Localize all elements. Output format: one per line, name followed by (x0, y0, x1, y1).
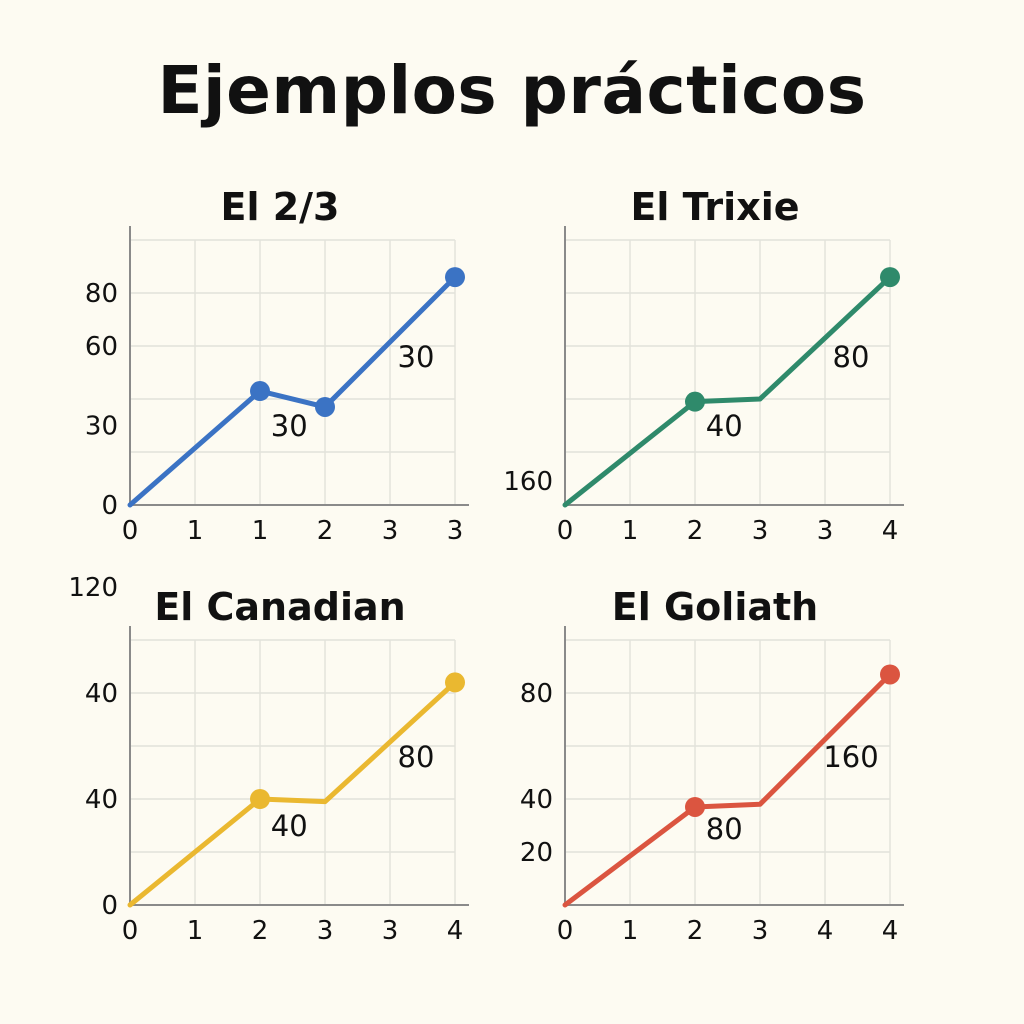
data-label: 30 (271, 409, 308, 443)
data-label: 80 (833, 340, 870, 374)
y-tick-label: 80 (520, 679, 553, 709)
x-tick-label: 0 (557, 516, 574, 546)
data-point (685, 391, 705, 412)
page-title: Ejemplos prácticos (157, 52, 867, 129)
series-line (127, 274, 458, 508)
chart-panel-trixie: El Trixie 0 1 2 3 3 4 40 80 (505, 185, 925, 565)
data-label: 30 (398, 340, 435, 374)
data-point (250, 381, 270, 402)
data-point (250, 789, 270, 809)
data-label: 160 (823, 740, 878, 774)
x-tick-label: 1 (187, 916, 204, 946)
data-label: 80 (398, 740, 435, 774)
data-point (445, 672, 465, 693)
chart-panel-goliath: El Goliath 0 1 2 3 4 4 20 40 80 160 80 160 (503, 467, 925, 965)
y-tick-label: 80 (85, 279, 118, 309)
data-point (880, 664, 900, 685)
x-tick-label: 3 (752, 916, 769, 946)
x-tick-label: 3 (752, 516, 769, 546)
x-tick-label: 3 (382, 516, 399, 546)
data-label: 40 (271, 809, 308, 843)
y-tick-label: 60 (85, 332, 118, 362)
chart-panel-canadian: El Canadian 0 1 2 3 3 4 0 40 40 120 40 80 (68, 573, 490, 965)
x-tick-label: 3 (817, 516, 834, 546)
data-point (315, 396, 335, 417)
data-label: 80 (706, 812, 743, 846)
data-point (880, 267, 900, 288)
series-line (127, 679, 458, 908)
x-tick-label: 4 (447, 916, 464, 946)
y-tick-label: 120 (68, 573, 118, 603)
x-tick-label: 3 (317, 916, 334, 946)
series-line (562, 274, 893, 508)
chart-title: El Trixie (630, 185, 800, 229)
y-tick-label: 40 (520, 785, 553, 815)
y-tick-label: 20 (520, 838, 553, 868)
data-point (685, 796, 705, 817)
y-tick-label: 0 (101, 491, 118, 521)
chart-title: El 2/3 (220, 185, 340, 229)
x-tick-label: 0 (122, 516, 139, 546)
y-tick-label: 40 (85, 785, 118, 815)
y-tick-label: 40 (85, 679, 118, 709)
x-tick-label: 1 (187, 516, 204, 546)
x-tick-label: 1 (622, 516, 639, 546)
x-tick-label: 3 (382, 916, 399, 946)
x-tick-label: 4 (882, 516, 899, 546)
data-point (445, 267, 465, 288)
chart-title: El Goliath (611, 585, 819, 629)
x-tick-label: 0 (122, 916, 139, 946)
chart-panel-2-3: El 2/3 0 1 1 2 3 3 0 30 60 80 30 30 (70, 185, 490, 565)
chart-title: El Canadian (154, 585, 406, 629)
y-tick-label: 30 (85, 412, 118, 442)
x-tick-label: 2 (687, 516, 704, 546)
x-tick-label: 2 (687, 916, 704, 946)
x-tick-label: 1 (622, 916, 639, 946)
data-label: 40 (706, 409, 743, 443)
x-tick-label: 0 (557, 916, 574, 946)
x-tick-label: 4 (882, 916, 899, 946)
y-tick-label: 0 (101, 891, 118, 921)
series-line (562, 671, 893, 908)
x-tick-label: 2 (317, 516, 334, 546)
y-tick-label: 160 (503, 467, 553, 497)
x-tick-label: 1 (252, 516, 269, 546)
x-tick-label: 2 (252, 916, 269, 946)
x-tick-label: 4 (817, 916, 834, 946)
x-tick-label: 3 (447, 516, 464, 546)
chart-svg: 0 1 2 3 3 4 40 80 (557, 226, 904, 546)
